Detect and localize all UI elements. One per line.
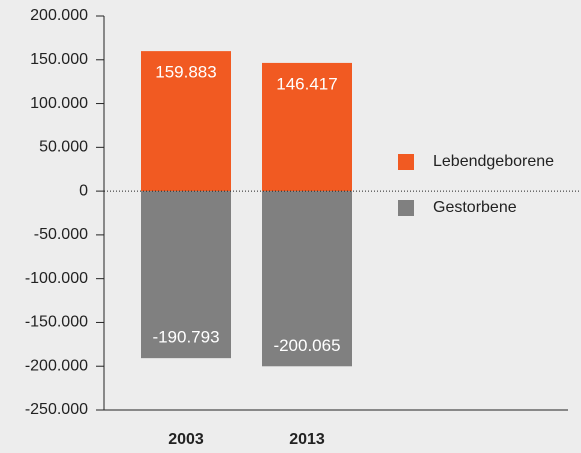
y-tick-label: -150.000 <box>25 314 88 331</box>
x-tick-label: 2003 <box>168 431 204 448</box>
y-tick-label: -250.000 <box>25 401 88 418</box>
y-tick-label: -200.000 <box>25 357 88 374</box>
bar <box>141 191 231 359</box>
value-label: 159.883 <box>155 63 216 82</box>
y-tick-label: 200.000 <box>30 7 88 24</box>
value-label: -200.065 <box>273 336 340 355</box>
y-tick-label: 0 <box>79 182 88 199</box>
legend-swatch <box>398 154 414 170</box>
y-tick-label: -50.000 <box>34 226 88 243</box>
y-tick-label: 150.000 <box>30 51 88 68</box>
bar <box>262 62 352 192</box>
y-tick-label: 100.000 <box>30 95 88 112</box>
legend-label: Lebendgeborene <box>433 153 554 170</box>
value-label: 146.417 <box>276 74 337 93</box>
y-tick-label: -100.000 <box>25 270 88 287</box>
legend-swatch <box>398 200 414 216</box>
y-tick-label: 50.000 <box>39 139 88 156</box>
legend-label: Gestorbene <box>433 199 517 216</box>
value-label: -190.793 <box>152 328 219 347</box>
bar <box>141 51 231 192</box>
x-tick-label: 2013 <box>289 431 325 448</box>
bar <box>262 191 352 367</box>
